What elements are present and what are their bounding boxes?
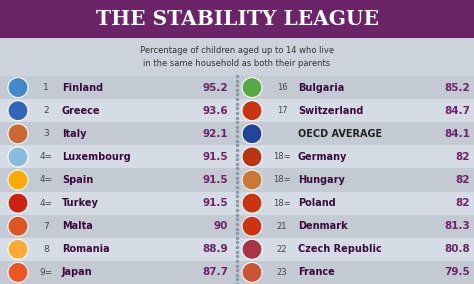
Text: 84.7: 84.7 bbox=[444, 106, 470, 116]
Text: 80.8: 80.8 bbox=[444, 244, 470, 254]
Text: 18=: 18= bbox=[273, 199, 291, 208]
Text: 18=: 18= bbox=[273, 153, 291, 161]
Text: 84.1: 84.1 bbox=[444, 129, 470, 139]
Text: 4=: 4= bbox=[39, 199, 53, 208]
Circle shape bbox=[8, 78, 28, 98]
Text: 22: 22 bbox=[277, 245, 287, 254]
Circle shape bbox=[242, 147, 262, 167]
Text: THE STABILITY LEAGUE: THE STABILITY LEAGUE bbox=[96, 9, 378, 29]
Circle shape bbox=[242, 78, 262, 98]
Circle shape bbox=[8, 262, 28, 283]
Circle shape bbox=[8, 239, 28, 259]
FancyBboxPatch shape bbox=[237, 191, 474, 215]
Text: 87.7: 87.7 bbox=[202, 268, 228, 277]
Circle shape bbox=[8, 147, 28, 167]
Text: 79.5: 79.5 bbox=[444, 268, 470, 277]
Circle shape bbox=[242, 262, 262, 283]
Text: 4=: 4= bbox=[39, 176, 53, 185]
Text: 91.5: 91.5 bbox=[202, 152, 228, 162]
Text: 92.1: 92.1 bbox=[202, 129, 228, 139]
Circle shape bbox=[242, 193, 262, 213]
Circle shape bbox=[8, 216, 28, 236]
Text: Bulgaria: Bulgaria bbox=[298, 83, 344, 93]
Circle shape bbox=[8, 170, 28, 190]
Text: 17: 17 bbox=[277, 106, 287, 115]
Text: Poland: Poland bbox=[298, 198, 336, 208]
Text: 93.6: 93.6 bbox=[202, 106, 228, 116]
Text: 18=: 18= bbox=[273, 176, 291, 185]
FancyBboxPatch shape bbox=[237, 238, 474, 261]
Text: Luxembourg: Luxembourg bbox=[62, 152, 131, 162]
Text: 90: 90 bbox=[214, 221, 228, 231]
Text: Greece: Greece bbox=[62, 106, 100, 116]
Text: 82: 82 bbox=[456, 175, 470, 185]
Text: 4=: 4= bbox=[39, 153, 53, 161]
FancyBboxPatch shape bbox=[237, 261, 474, 284]
FancyBboxPatch shape bbox=[237, 168, 474, 191]
FancyBboxPatch shape bbox=[237, 145, 474, 168]
Text: 3: 3 bbox=[43, 129, 49, 138]
FancyBboxPatch shape bbox=[0, 0, 474, 38]
Text: Finland: Finland bbox=[62, 83, 103, 93]
Text: Spain: Spain bbox=[62, 175, 93, 185]
FancyBboxPatch shape bbox=[0, 215, 237, 238]
FancyBboxPatch shape bbox=[0, 145, 237, 168]
FancyBboxPatch shape bbox=[0, 38, 474, 76]
Text: 7: 7 bbox=[43, 222, 49, 231]
Circle shape bbox=[8, 124, 28, 144]
Text: Hungary: Hungary bbox=[298, 175, 345, 185]
Text: 91.5: 91.5 bbox=[202, 175, 228, 185]
FancyBboxPatch shape bbox=[0, 122, 237, 145]
Text: 81.3: 81.3 bbox=[444, 221, 470, 231]
Text: 95.2: 95.2 bbox=[202, 83, 228, 93]
Text: France: France bbox=[298, 268, 335, 277]
FancyBboxPatch shape bbox=[237, 122, 474, 145]
Text: Japan: Japan bbox=[62, 268, 92, 277]
Text: Malta: Malta bbox=[62, 221, 93, 231]
Circle shape bbox=[242, 216, 262, 236]
Circle shape bbox=[8, 193, 28, 213]
FancyBboxPatch shape bbox=[0, 191, 237, 215]
Text: 8: 8 bbox=[43, 245, 49, 254]
FancyBboxPatch shape bbox=[0, 168, 237, 191]
Text: Czech Republic: Czech Republic bbox=[298, 244, 382, 254]
FancyBboxPatch shape bbox=[0, 238, 237, 261]
Text: Turkey: Turkey bbox=[62, 198, 99, 208]
FancyBboxPatch shape bbox=[237, 99, 474, 122]
Text: Italy: Italy bbox=[62, 129, 86, 139]
Text: 21: 21 bbox=[277, 222, 287, 231]
Text: 82: 82 bbox=[456, 198, 470, 208]
Text: Denmark: Denmark bbox=[298, 221, 347, 231]
Circle shape bbox=[8, 101, 28, 121]
Text: Percentage of children aged up to 14 who live
in the same household as both thei: Percentage of children aged up to 14 who… bbox=[140, 46, 334, 68]
FancyBboxPatch shape bbox=[0, 76, 237, 99]
FancyBboxPatch shape bbox=[237, 76, 474, 99]
Text: Switzerland: Switzerland bbox=[298, 106, 364, 116]
Circle shape bbox=[242, 124, 262, 144]
Text: 88.9: 88.9 bbox=[202, 244, 228, 254]
Text: 23: 23 bbox=[277, 268, 287, 277]
Text: 82: 82 bbox=[456, 152, 470, 162]
Text: Germany: Germany bbox=[298, 152, 347, 162]
Text: 2: 2 bbox=[43, 106, 49, 115]
Circle shape bbox=[242, 101, 262, 121]
Text: 85.2: 85.2 bbox=[444, 83, 470, 93]
FancyBboxPatch shape bbox=[237, 215, 474, 238]
Circle shape bbox=[242, 170, 262, 190]
Text: OECD AVERAGE: OECD AVERAGE bbox=[298, 129, 382, 139]
Circle shape bbox=[242, 239, 262, 259]
Text: 9=: 9= bbox=[39, 268, 53, 277]
FancyBboxPatch shape bbox=[0, 261, 237, 284]
Text: Romania: Romania bbox=[62, 244, 109, 254]
Text: 16: 16 bbox=[277, 83, 287, 92]
Text: 1: 1 bbox=[43, 83, 49, 92]
Text: 91.5: 91.5 bbox=[202, 198, 228, 208]
FancyBboxPatch shape bbox=[0, 99, 237, 122]
